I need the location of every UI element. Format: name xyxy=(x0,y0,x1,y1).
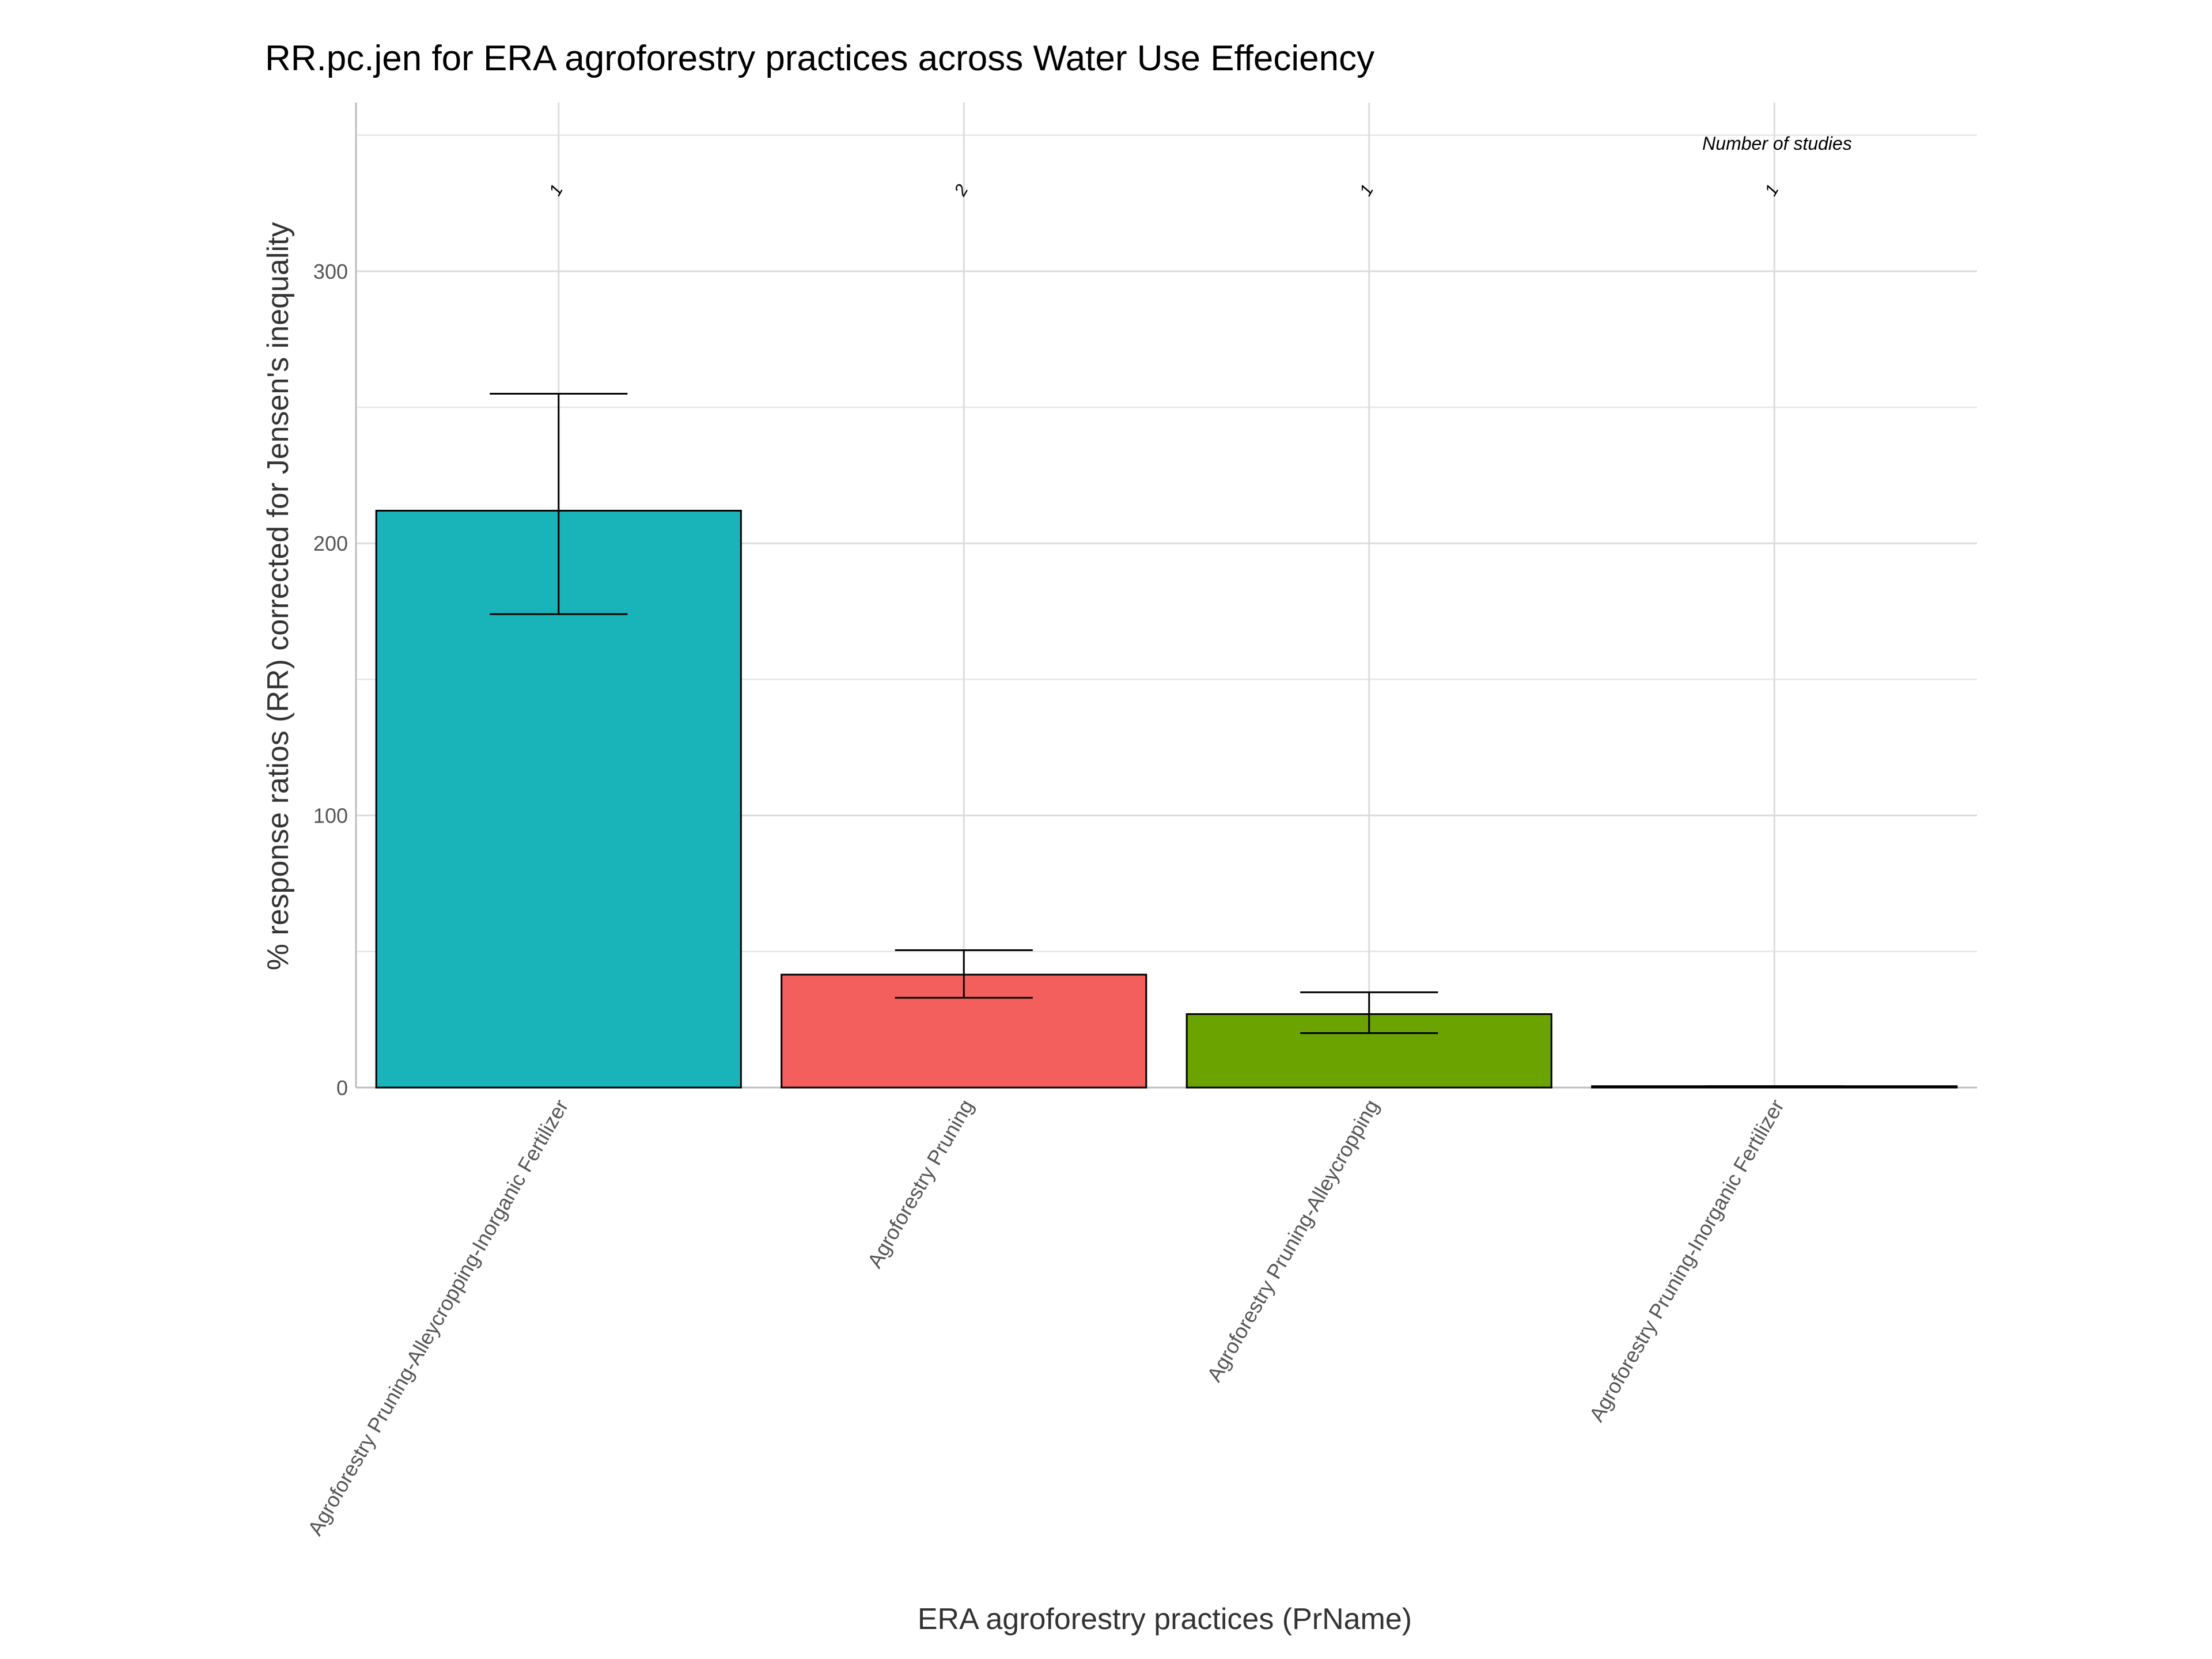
chart-title: RR.pc.jen for ERA agroforestry practices… xyxy=(265,39,1374,78)
study-count-label: 2 xyxy=(950,181,972,200)
y-tick-label: 0 xyxy=(336,1076,348,1100)
x-category-label: Agroforestry Pruning-Inorganic Fertilize… xyxy=(1585,1095,1789,1425)
x-category-label: Agroforestry Pruning-Alleycropping-Inorg… xyxy=(303,1095,573,1539)
y-tick-label: 100 xyxy=(313,804,348,828)
x-category-label: Agroforestry Pruning-Alleycropping xyxy=(1202,1096,1384,1386)
study-count-label: 1 xyxy=(1762,181,1783,199)
y-tick-label: 200 xyxy=(313,532,348,555)
number-of-studies-annotation: Number of studies xyxy=(1702,133,1852,154)
study-count-label: 1 xyxy=(1356,181,1377,199)
y-tick-label: 300 xyxy=(313,260,348,283)
y-axis-title: % response ratios (RR) corrected for Jen… xyxy=(262,222,295,971)
study-count-label: 1 xyxy=(546,181,567,199)
x-axis-title: ERA agroforestry practices (PrName) xyxy=(918,1603,1412,1636)
x-category-label: Agroforestry Pruning xyxy=(863,1096,979,1272)
bar-layer xyxy=(375,510,1958,1089)
error-bar-layer xyxy=(490,392,1843,1088)
